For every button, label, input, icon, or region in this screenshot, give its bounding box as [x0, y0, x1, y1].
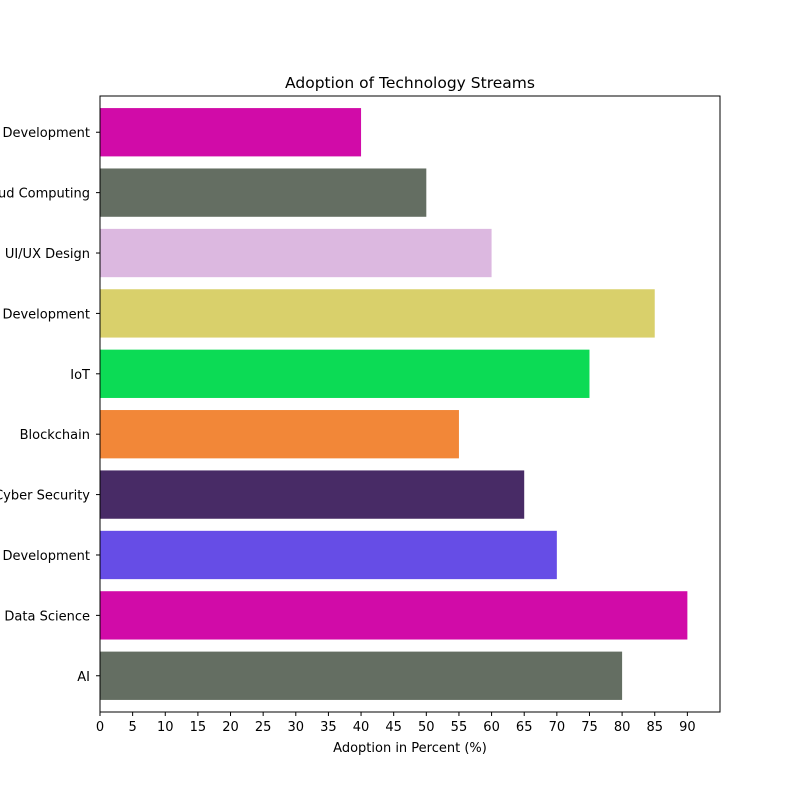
bar-cloud-computing [100, 168, 427, 217]
x-tick-label: 0 [96, 720, 104, 735]
x-tick-label: 80 [614, 720, 631, 735]
x-tick-label: 70 [549, 720, 566, 735]
bar-web-development [100, 530, 557, 580]
x-tick-label: 35 [320, 720, 337, 735]
bar-blockchain [100, 410, 459, 459]
y-tick-label: Web Development [0, 549, 90, 564]
x-tick-label: 75 [581, 720, 598, 735]
bar-iot [100, 349, 590, 398]
y-tick-label: IoT [70, 368, 90, 383]
x-tick-label: 10 [157, 720, 174, 735]
x-axis-ticks: 0 5 10 15 20 25 30 35 40 45 50 55 60 65 70 75 80 85 90 [96, 712, 696, 735]
x-tick-label: 60 [483, 720, 500, 735]
bar-mobile-app-development [100, 289, 655, 338]
bar-ui-ux-design [100, 228, 492, 278]
y-tick-label: UI/UX Design [5, 247, 90, 262]
x-tick-label: 15 [190, 720, 207, 735]
x-tick-label: 45 [385, 720, 402, 735]
y-axis-ticks: AI Data Science Web Development Cyber Secur… [0, 126, 100, 685]
bars-group [100, 108, 688, 700]
x-tick-label: 65 [516, 720, 533, 735]
y-tick-label: Cloud Computing [0, 187, 90, 202]
x-axis-label: Adoption in Percent (%) [333, 741, 487, 756]
bar-game-development [100, 108, 362, 157]
y-tick-label: Mobile App Development [0, 307, 90, 322]
x-tick-label: 25 [255, 720, 272, 735]
x-tick-label: 20 [222, 720, 239, 735]
x-tick-label: 5 [128, 720, 136, 735]
chart-title: Adoption of Technology Streams [285, 74, 535, 92]
x-tick-label: 55 [451, 720, 468, 735]
bar-ai [100, 651, 623, 700]
x-tick-label: 85 [646, 720, 663, 735]
y-tick-label: Data Science [4, 609, 90, 624]
y-tick-label: AI [77, 670, 90, 685]
bar-cyber-security [100, 470, 525, 519]
x-tick-label: 90 [679, 720, 696, 735]
x-tick-label: 40 [353, 720, 370, 735]
y-tick-label: Blockchain [20, 428, 90, 443]
bar-data-science [100, 591, 688, 640]
plot-frame [99, 95, 721, 713]
y-tick-label: Game Development [0, 126, 90, 141]
x-tick-label: 50 [418, 720, 435, 735]
y-tick-label: Cyber Security [0, 489, 90, 504]
x-tick-label: 30 [288, 720, 305, 735]
